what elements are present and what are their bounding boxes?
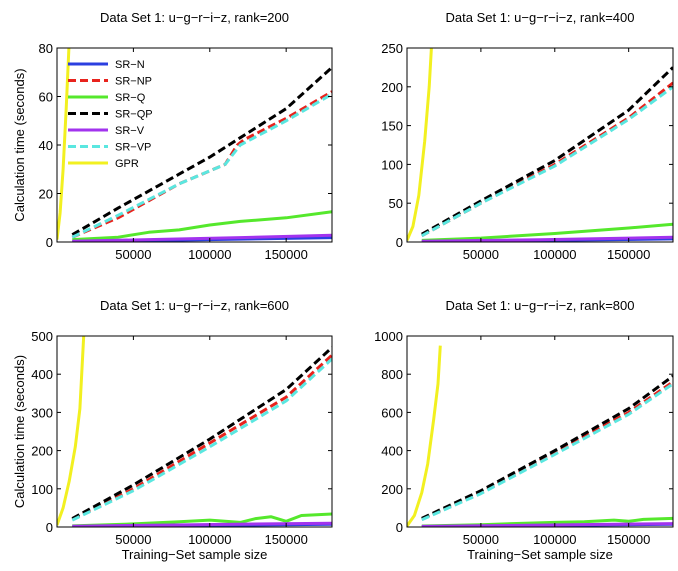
chart-panel-1: 50000 100000 150000 0 20 40 60 80 Data Set 1: u−…: [12, 10, 333, 262]
series-line-srqp: [421, 374, 673, 520]
y-tick-label: 400: [31, 367, 53, 382]
y-tick-label: 200: [381, 80, 403, 95]
y-tick-label: 80: [39, 41, 53, 56]
series-line-srqp: [71, 346, 332, 520]
series-group: [407, 345, 673, 527]
y-tick-label: 0: [46, 520, 53, 535]
legend-label: SR−QP: [115, 109, 153, 121]
legend-label: SR−N: [115, 59, 145, 71]
series-line-srnp: [71, 353, 332, 521]
y-tick-label: 20: [39, 187, 53, 202]
x-tick-label: 50000: [463, 247, 499, 262]
y-tick-label: 60: [39, 90, 53, 105]
y-tick-label: 40: [39, 138, 53, 153]
y-tick-label: 0: [396, 235, 403, 250]
y-tick-label: 400: [381, 444, 403, 459]
y-tick-label: 100: [31, 482, 53, 497]
x-tick-label: 50000: [463, 532, 499, 547]
y-axis-label: Calculation time (seconds): [12, 68, 27, 221]
y-tick-label: 0: [396, 520, 403, 535]
y-tick-label: 800: [381, 367, 403, 382]
y-axis-label: Calculation time (seconds): [12, 355, 27, 508]
y-tick-label: 500: [31, 329, 53, 344]
axes-box: [56, 335, 333, 528]
y-tick-label: 150: [381, 119, 403, 134]
y-tick-label: 250: [381, 41, 403, 56]
chart-title: Data Set 1: u−g−r−i−z, rank=400: [446, 10, 635, 25]
axes-box: [406, 47, 674, 243]
x-tick-label: 150000: [264, 247, 307, 262]
series-line-srvp: [421, 85, 673, 238]
series-line-srq: [72, 210, 332, 242]
series-line-srvp: [421, 382, 673, 522]
x-tick-label: 150000: [607, 247, 650, 262]
series-line-gpr: [57, 48, 71, 240]
x-axis-label: Training−Set sample size: [122, 547, 268, 562]
x-tick-label: 100000: [533, 247, 576, 262]
series-line-srvp: [71, 92, 332, 239]
y-tick-label: 50: [389, 196, 403, 211]
x-tick-label: 150000: [607, 532, 650, 547]
legend-label: SR−NP: [115, 76, 152, 88]
x-tick-label: 100000: [188, 532, 231, 547]
series-line-gpr: [407, 345, 442, 527]
axes-box: [406, 335, 674, 528]
chart-title: Data Set 1: u−g−r−i−z, rank=200: [100, 10, 289, 25]
y-tick-label: 1000: [374, 329, 403, 344]
series-line-srv: [72, 233, 332, 242]
series-line-gpr: [407, 48, 433, 241]
x-tick-label: 50000: [115, 247, 151, 262]
x-tick-label: 100000: [188, 247, 231, 262]
x-axis-label: Training−Set sample size: [467, 547, 613, 562]
chart-title: Data Set 1: u−g−r−i−z, rank=800: [446, 298, 635, 313]
x-tick-label: 150000: [264, 532, 307, 547]
y-tick-label: 100: [381, 157, 403, 172]
series-line-srvp: [71, 357, 332, 522]
series-line-srqp: [421, 66, 673, 236]
series-group: [57, 48, 332, 242]
legend-label: SR−Q: [115, 92, 146, 104]
legend-label: SR−VP: [115, 142, 151, 154]
y-tick-label: 200: [381, 482, 403, 497]
legend-label: GPR: [115, 158, 139, 170]
series-line-srqp: [71, 66, 332, 236]
series-line-srnp: [71, 90, 332, 239]
y-tick-label: 0: [46, 235, 53, 250]
legend: SR−N SR−NP SR−Q SR−QP SR−V SR−VP GPR: [68, 59, 153, 170]
y-tick-label: 300: [31, 405, 53, 420]
series-line-srq: [421, 222, 673, 242]
series-line-srq: [72, 512, 332, 527]
chart-panel-2: 50000 100000 150000 0 50 100 150 200 250 Data Set…: [381, 10, 674, 262]
legend-label: SR−V: [115, 125, 145, 137]
chart-panel-3: 50000 100000 150000 0 100 200 300 400 500 Data Se…: [12, 298, 333, 562]
x-tick-label: 100000: [533, 532, 576, 547]
chart-title: Data Set 1: u−g−r−i−z, rank=600: [100, 298, 289, 313]
series-line-gpr: [57, 336, 86, 526]
x-tick-label: 50000: [115, 532, 151, 547]
series-group: [57, 336, 332, 527]
y-tick-label: 600: [381, 405, 403, 420]
chart-panel-4: 50000 100000 150000 0 200 400 600 800 1000 Data S…: [374, 298, 674, 562]
y-tick-label: 200: [31, 444, 53, 459]
series-group: [407, 48, 673, 242]
